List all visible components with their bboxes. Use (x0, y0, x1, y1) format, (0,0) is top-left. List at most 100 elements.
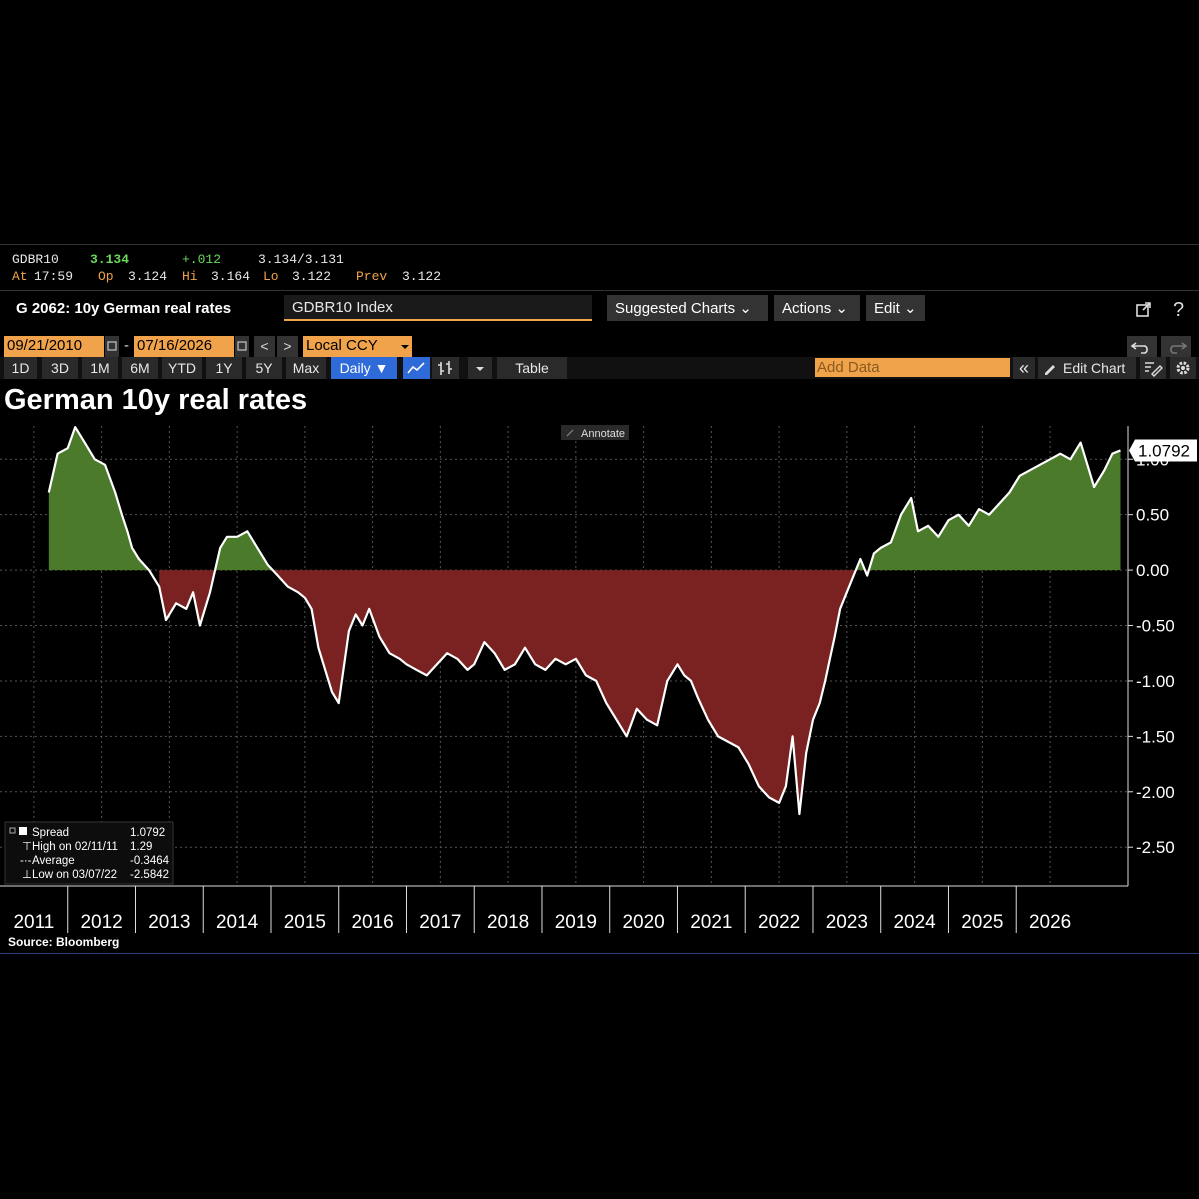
x-tick-label: 2012 (80, 912, 122, 933)
edit-chart-button[interactable]: Edit Chart (1038, 357, 1136, 379)
legend-collapse-icon[interactable] (9, 827, 16, 834)
range-5y-button[interactable]: 5Y (246, 357, 282, 379)
legend-high-icon: ⊤ (22, 841, 32, 853)
x-tick-label: 2014 (216, 912, 259, 933)
annotate-edit-icon[interactable] (1140, 357, 1166, 379)
currency-select[interactable]: Local CCY (303, 336, 398, 357)
quote-open-label: Op (98, 269, 114, 284)
x-tick-label: 2024 (893, 912, 936, 933)
actions-button[interactable]: Actions ⌄ (774, 295, 860, 321)
last-value-label: 1.0792 (1138, 441, 1190, 460)
help-icon[interactable]: ? (1170, 298, 1188, 320)
x-tick-label: 2023 (826, 912, 868, 933)
legend-swatch (19, 827, 27, 835)
svg-text:?: ? (1173, 299, 1184, 320)
x-tick-label: 2015 (284, 912, 326, 933)
range-1y-button[interactable]: 1Y (206, 357, 242, 379)
legend-value-spread: 1.0792 (130, 827, 165, 839)
quote-low-label: Lo (263, 269, 279, 284)
chart-id: G 2062: 10y German real rates (16, 300, 232, 317)
security-input[interactable]: GDBR10 Index (284, 295, 592, 321)
negative-area (149, 570, 869, 814)
undo-icon (1130, 342, 1148, 354)
legend-average-icon: -·- (20, 855, 32, 867)
line-chart-icon[interactable] (403, 357, 430, 379)
x-tick-label: 2016 (351, 912, 393, 933)
next-period-button[interactable]: > (277, 336, 298, 357)
legend-low-icon: ⊥ (22, 869, 32, 881)
quote-bid-ask: 3.134/3.131 (258, 252, 344, 267)
redo-button[interactable] (1161, 336, 1191, 357)
quote-time: 17:59 (34, 269, 74, 284)
edit-chart-label: Edit Chart (1063, 360, 1126, 376)
share-icon[interactable] (1135, 300, 1153, 318)
end-date-input[interactable]: 07/16/2026 (134, 336, 234, 357)
toolbar-row: 1D 3D 1M 6M YTD 1Y 5Y Max Daily ▼ Table … (0, 357, 1199, 379)
date-separator: - (124, 337, 129, 354)
range-6m-button[interactable]: 6M (122, 357, 158, 379)
range-3d-button[interactable]: 3D (42, 357, 78, 379)
x-tick-label: 2021 (690, 912, 732, 933)
y-tick-label: 0.00 (1136, 561, 1169, 580)
legend-label-average: Average (32, 855, 75, 867)
x-tick-label: 2022 (758, 912, 800, 933)
range-1d-button[interactable]: 1D (4, 357, 37, 379)
quote-ticker[interactable]: GDBR10 (12, 252, 59, 267)
period-select[interactable]: Daily ▼ (331, 357, 397, 379)
gear-icon[interactable] (1170, 357, 1196, 379)
y-tick-label: 0.50 (1136, 506, 1169, 525)
title-bar: G 2062: 10y German real rates GDBR10 Ind… (0, 290, 1199, 325)
y-tick-label: -2.00 (1136, 783, 1175, 802)
legend-value-average: -0.3464 (130, 855, 170, 867)
chevron-down-icon[interactable] (398, 336, 412, 357)
y-tick-label: -2.50 (1136, 838, 1175, 857)
annotate-label: Annotate (581, 428, 625, 440)
y-tick-label: -1.00 (1136, 672, 1175, 691)
y-axis: 1.000.500.00-0.50-1.00-1.50-2.00-2.50 (1128, 450, 1175, 857)
quote-low: 3.122 (292, 269, 332, 284)
x-tick-label: 2026 (1029, 912, 1071, 933)
calendar-icon[interactable] (105, 336, 119, 357)
redo-icon (1170, 342, 1188, 354)
chart-area[interactable]: 1.000.500.00-0.50-1.00-1.50-2.00-2.50 20… (0, 420, 1199, 935)
chart-type-dropdown-icon[interactable] (468, 357, 492, 379)
quote-at-label: At (12, 269, 28, 284)
annotate-button[interactable]: Annotate (561, 425, 629, 440)
undo-button[interactable] (1127, 336, 1157, 357)
legend: Spread 1.0792 ⊤ High on 02/11/11 1.29 -·… (4, 821, 174, 885)
date-range-row: 09/21/2010 - 07/16/2026 < > Local CCY (0, 334, 1199, 357)
x-tick-label: 2013 (148, 912, 190, 933)
add-data-input[interactable]: Add Data (815, 358, 1010, 377)
legend-value-low: -2.5842 (130, 869, 169, 881)
pencil-icon (1045, 365, 1055, 375)
pencil-icon (566, 429, 574, 437)
x-tick-label: 2011 (13, 912, 54, 933)
x-tick-label: 2017 (419, 912, 461, 933)
range-1m-button[interactable]: 1M (82, 357, 118, 379)
y-tick-label: -0.50 (1136, 617, 1175, 636)
last-value-tag: 1.0792 (1129, 439, 1197, 462)
collapse-button[interactable]: « (1013, 357, 1035, 379)
table-button[interactable]: Table (497, 357, 567, 379)
y-tick-label: -1.50 (1136, 727, 1175, 746)
x-tick-label: 2020 (622, 912, 664, 933)
bar-chart-icon[interactable] (432, 357, 459, 379)
source-note: Source: Bloomberg (8, 935, 120, 949)
x-tick-label: 2018 (487, 912, 529, 933)
x-tick-label: 2019 (555, 912, 597, 933)
range-ytd-button[interactable]: YTD (162, 357, 202, 379)
edit-button[interactable]: Edit ⌄ (866, 295, 925, 321)
chart-title: German 10y real rates (4, 384, 308, 416)
legend-label-high: High on 02/11/11 (32, 841, 118, 853)
quote-prev: 3.122 (402, 269, 442, 284)
quote-open: 3.124 (128, 269, 168, 284)
quote-high: 3.164 (211, 269, 251, 284)
suggested-charts-button[interactable]: Suggested Charts ⌄ (607, 295, 768, 321)
previous-period-button[interactable]: < (254, 336, 275, 357)
range-max-button[interactable]: Max (286, 357, 326, 379)
calendar-icon[interactable] (235, 336, 249, 357)
start-date-input[interactable]: 09/21/2010 (4, 336, 104, 357)
quote-change: +.012 (182, 252, 222, 267)
positive-area (48, 427, 1121, 571)
quote-high-label: Hi (182, 269, 198, 284)
